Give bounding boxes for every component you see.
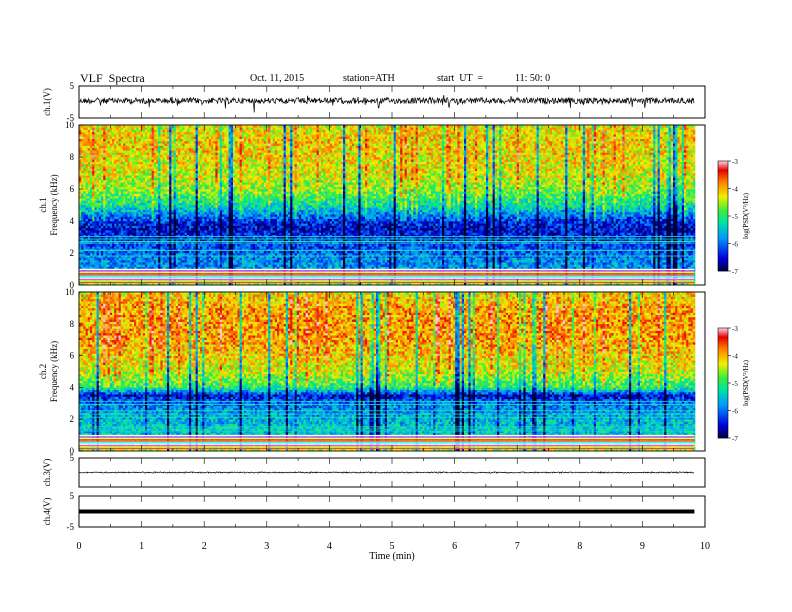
x-tick-label: 0: [77, 541, 82, 552]
x-tick-label: 4: [327, 541, 332, 552]
x-axis-label: Time (min): [369, 551, 414, 562]
start-ut-label: start UT =: [437, 73, 483, 84]
x-tick-label: 6: [452, 541, 457, 552]
ch1-spectrogram-colorbar-tick: -3: [732, 158, 738, 166]
ch2-spectrogram-colorbar-label: log(PSD(V²/Hz): [742, 359, 750, 406]
ch1-spectrogram-colorbar-label: log(PSD(V²/Hz): [742, 192, 750, 239]
ch2-spectrogram-heatmap: [79, 292, 695, 451]
vlf-spectra-figure: 5 -5 ch.1(V) -3 -4 -5 -6 -7 log(PSD(V²/Hz) 0 2 4 6 8 1…: [0, 0, 792, 612]
ch2-spectrogram-ylabel: Frequency (kHz): [49, 341, 59, 402]
ch2-spectrogram-ytick: 6: [70, 351, 75, 361]
ch1-waveform-trace: [79, 95, 694, 112]
x-tick-label: 7: [515, 541, 520, 552]
ch2-spectrogram-ytick: 2: [70, 414, 75, 424]
start-ut-value: 11: 50: 0: [515, 73, 550, 84]
ch1-spectrogram-ylabel: Frequency (kHz): [49, 174, 59, 235]
ch1-spectrogram-ytick: 2: [70, 248, 75, 258]
ch2-spectrogram-colorbar-tick: -7: [732, 435, 738, 443]
ch1-spectrogram-ytick: 4: [70, 216, 75, 226]
x-tick-label: 1: [139, 541, 144, 552]
ch2-spectrogram-colorbar-tick: -5: [732, 380, 738, 388]
ch3-waveform-ylabel: ch.3(V): [42, 459, 52, 487]
ch1-waveform-ylabel: ch.1(V): [42, 88, 52, 116]
x-tick-label: 8: [577, 541, 582, 552]
ch4-waveform-ytick: 5: [70, 491, 75, 501]
x-tick-label: 3: [264, 541, 269, 552]
ch1-spectrogram-ytick: 8: [70, 152, 75, 162]
ch1-spectrogram-heatmap: [79, 125, 695, 285]
ch1-spectrogram-colorbar-tick: -6: [732, 241, 738, 249]
ch3-waveform-trace: [79, 472, 694, 473]
ch2-spectrogram-ytick: 4: [70, 382, 75, 392]
ch1-spectrogram-colorbar-tick: -4: [732, 186, 738, 194]
ch1-spectrogram-ytick: 6: [70, 184, 75, 194]
ch1-spectrogram-colorbar: [718, 161, 731, 271]
ch2-spectrogram-colorbar-tick: -3: [732, 325, 738, 333]
station-label: station=ATH: [343, 73, 395, 84]
ch2-spectrogram-ytick: 10: [65, 287, 75, 297]
ch1-spectrogram-ylabel-channel: ch.1: [38, 197, 48, 212]
ch1-spectrogram-colorbar-tick: -5: [732, 213, 738, 221]
ch2-spectrogram-colorbar: [718, 328, 731, 438]
ch2-spectrogram-ytick: 8: [70, 319, 75, 329]
x-tick-label: 2: [202, 541, 207, 552]
figure-title: VLF Spectra: [80, 71, 145, 86]
ch1-spectrogram-colorbar-tick: -7: [732, 268, 738, 276]
ch2-spectrogram-ylabel-channel: ch.2: [38, 364, 48, 379]
ch4-waveform-trace: [79, 510, 694, 514]
ch3-waveform-ytick: 5: [70, 453, 75, 463]
ch2-spectrogram-colorbar-tick: -4: [732, 353, 738, 361]
ch1-waveform-ytick: 5: [70, 81, 75, 91]
ch2-spectrogram-colorbar-tick: -6: [732, 408, 738, 416]
ch4-waveform-ylabel: ch.4(V): [42, 498, 52, 526]
x-tick-label: 9: [640, 541, 645, 552]
x-tick-label: 10: [700, 541, 710, 552]
date-label: Oct. 11, 2015: [250, 73, 304, 84]
ch1-spectrogram-ytick: 10: [65, 120, 75, 130]
ch4-waveform-ytick: -5: [67, 522, 75, 532]
